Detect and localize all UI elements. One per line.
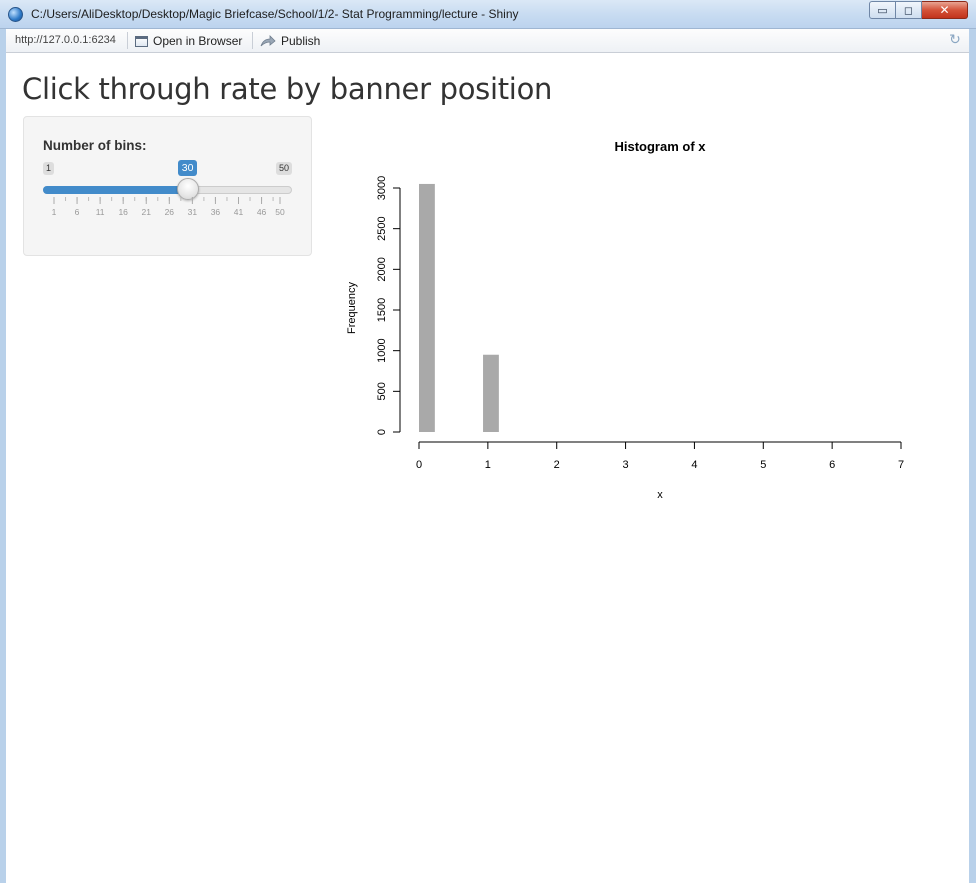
y-tick-label: 0 — [376, 429, 388, 435]
publish-label: Publish — [281, 34, 321, 48]
maximize-button[interactable]: ◻ — [896, 1, 922, 19]
slider-tick-label: 26 — [164, 207, 175, 217]
x-tick-label: 4 — [691, 459, 697, 471]
slider-tick-label: 21 — [141, 207, 151, 217]
open-in-browser-label: Open in Browser — [153, 34, 243, 48]
close-button[interactable]: ✕ — [922, 1, 968, 19]
browser-window-icon — [135, 35, 148, 47]
slider-tick-label: 46 — [256, 207, 267, 217]
publish-button[interactable]: Publish — [260, 33, 320, 49]
title-bar[interactable]: C:/Users/AliDesktop/Desktop/Magic Briefc… — [0, 0, 976, 29]
toolbar-separator — [252, 32, 253, 49]
y-tick-label: 2000 — [376, 257, 388, 281]
window-title: C:/Users/AliDesktop/Desktop/Magic Briefc… — [31, 7, 519, 21]
viewer-toolbar: http://127.0.0.1:6234 Open in Browser Pu… — [6, 29, 969, 53]
close-icon: ✕ — [939, 3, 950, 17]
toolbar-separator — [127, 32, 128, 49]
slider-label: Number of bins: — [43, 138, 147, 153]
minimize-icon: ▭ — [877, 3, 888, 17]
rstudio-globe-icon — [8, 7, 23, 22]
window-controls: ▭ ◻ ✕ — [869, 1, 968, 19]
slider-tick-label: 16 — [118, 207, 128, 217]
page-title: Click through rate by banner position — [22, 72, 553, 106]
slider-tick-label: 11 — [95, 207, 105, 217]
slider-max-label: 50 — [276, 162, 293, 175]
chart-title: Histogram of x — [614, 139, 706, 154]
x-tick-label: 2 — [554, 459, 560, 471]
plot-marks: 0 1 2 3 4 5 6 7 0 500 1000 1500 2000 2500 3000 — [376, 176, 904, 471]
x-tick-label: 3 — [623, 459, 629, 471]
maximize-icon: ◻ — [903, 3, 914, 17]
slider-tick-label: 50 — [275, 207, 285, 217]
slider-min-label: 1 — [43, 162, 55, 175]
url-text[interactable]: http://127.0.0.1:6234 — [15, 34, 116, 46]
slider-tick-label: 36 — [210, 207, 221, 217]
slider-tick-label: 6 — [74, 207, 80, 217]
x-tick-label: 7 — [898, 459, 904, 471]
slider-value-badge: 30 — [177, 160, 198, 176]
slider-tick-label: 1 — [51, 207, 57, 217]
x-tick-label: 6 — [829, 459, 835, 471]
histogram-bar — [419, 183, 435, 432]
y-tick-label: 2500 — [376, 216, 388, 240]
histogram-plot: Histogram of x x Frequency 0 1 2 3 4 5 6 7 0 500 1… — [346, 139, 904, 501]
slider-tick-label: 31 — [187, 207, 198, 217]
publish-arrow-icon — [260, 35, 276, 47]
open-in-browser-button[interactable]: Open in Browser — [135, 33, 242, 49]
y-tick-label: 500 — [376, 382, 388, 400]
minimize-button[interactable]: ▭ — [869, 1, 896, 19]
y-tick-label: 1500 — [376, 298, 388, 322]
refresh-icon[interactable]: ↻ — [949, 32, 961, 48]
slider-tick-label: 41 — [233, 207, 244, 217]
y-tick-label: 3000 — [376, 176, 388, 200]
x-tick-label: 5 — [760, 459, 766, 471]
slider-handle[interactable] — [176, 178, 199, 200]
x-tick-label: 0 — [416, 459, 422, 471]
sidebar-panel: Number of bins: 1 50 30 1 6 11 16 21 26 31 36 41… — [23, 116, 312, 256]
y-axis-label: Frequency — [346, 282, 358, 334]
slider-track-fill — [43, 186, 188, 194]
histogram-bar — [483, 354, 499, 432]
x-axis-label: x — [657, 489, 663, 501]
slider-ticks — [53, 197, 281, 204]
y-tick-label: 1000 — [376, 338, 388, 362]
x-tick-label: 1 — [485, 459, 491, 471]
